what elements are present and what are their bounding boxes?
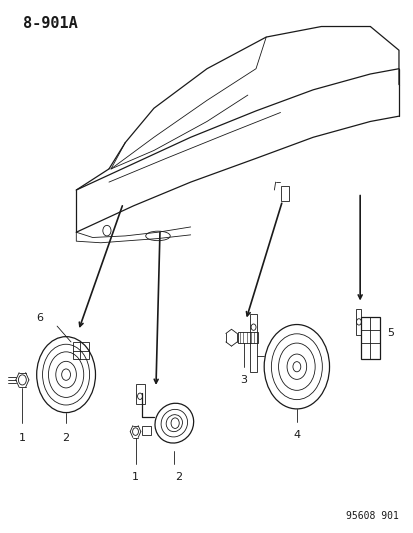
- Bar: [356, 309, 361, 335]
- Bar: [249, 314, 256, 372]
- Bar: [280, 186, 288, 200]
- Text: 5: 5: [387, 328, 394, 338]
- Bar: [141, 426, 150, 435]
- Bar: [360, 317, 379, 359]
- Bar: [135, 384, 144, 403]
- Text: 8-901A: 8-901A: [23, 16, 78, 31]
- Text: 1: 1: [19, 433, 26, 442]
- Text: 2: 2: [174, 472, 182, 482]
- Text: 1: 1: [132, 472, 139, 482]
- Text: 3: 3: [240, 375, 247, 385]
- Text: 2: 2: [62, 433, 69, 442]
- Text: 6: 6: [36, 313, 43, 323]
- Text: 4: 4: [292, 430, 300, 440]
- Bar: [237, 333, 257, 343]
- Text: 95608 901: 95608 901: [345, 511, 398, 521]
- Bar: [73, 342, 88, 359]
